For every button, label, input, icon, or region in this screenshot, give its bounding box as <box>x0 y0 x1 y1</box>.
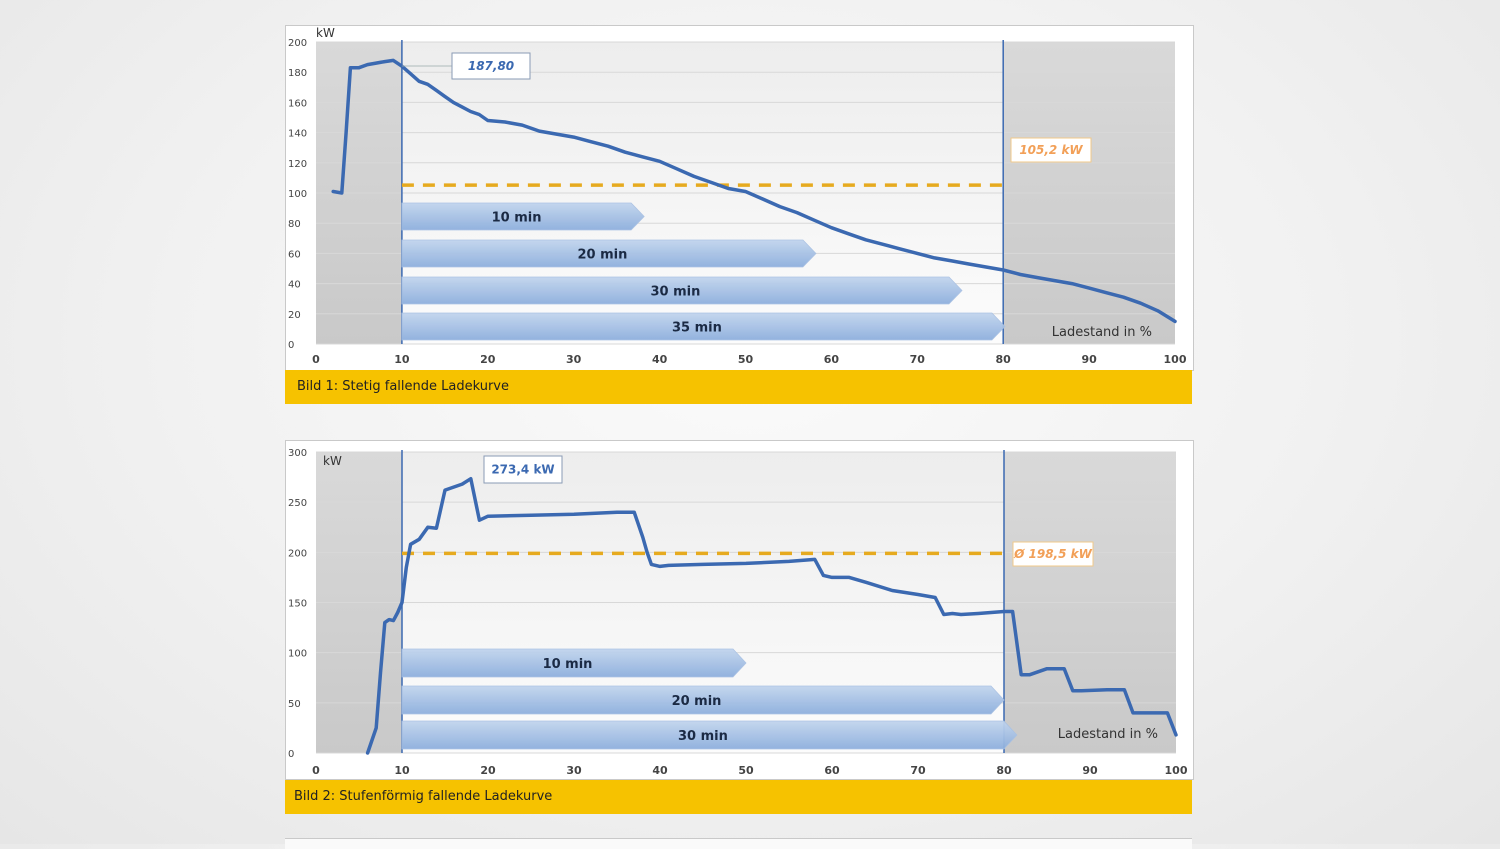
x-tick-label: 10 <box>394 353 410 366</box>
y-tick-label: 100 <box>288 189 307 200</box>
charging-curve <box>331 58 1177 324</box>
x-tick-label: 90 <box>1082 764 1098 777</box>
duration-arrow-label: 10 min <box>492 211 542 226</box>
y-tick-label: 150 <box>288 599 307 610</box>
duration-arrow <box>401 648 747 678</box>
x-tick-label: 40 <box>652 764 668 777</box>
duration-arrow <box>401 239 817 268</box>
x-tick-label: 60 <box>824 353 840 366</box>
y-axis-label: kW <box>316 26 335 40</box>
y-tick-label: 60 <box>288 249 301 260</box>
peak-label: 187,80 <box>468 59 514 73</box>
average-label-box <box>1010 137 1092 163</box>
charging-curve <box>365 476 1178 755</box>
average-label-box <box>1012 541 1094 567</box>
y-axis-label: kW <box>323 454 342 468</box>
duration-arrow-label: 30 min <box>650 285 700 300</box>
charging-curve-chart-2: 0 50 100 150 200 250 300 0 10 20 30 40 50 60 70 80 90 100… <box>288 448 1188 777</box>
x-tick-label: 30 <box>566 764 582 777</box>
y-tick-label: 120 <box>288 159 307 170</box>
x-tick-label: 100 <box>1164 353 1187 366</box>
duration-arrow-label: 30 min <box>678 729 728 744</box>
duration-arrow <box>401 720 1018 750</box>
peak-label-box <box>483 455 563 484</box>
charging-curve-chart-1: 0 20 40 60 80 100 120 140 160 180 200 0 10 20 30 40 50 60… <box>288 26 1187 366</box>
y-tick-label: 160 <box>288 98 307 109</box>
x-tick-label: 20 <box>480 353 496 366</box>
x-tick-label: 50 <box>738 764 754 777</box>
y-tick-label: 200 <box>288 548 307 559</box>
x-tick-label: 0 <box>312 764 320 777</box>
y-tick-label: 50 <box>288 699 301 710</box>
y-tick-label: 250 <box>288 498 307 509</box>
duration-arrow-label: 10 min <box>543 657 593 672</box>
peak-label-box <box>451 52 531 80</box>
y-tick-label: 180 <box>288 68 307 79</box>
chart-caption-2: Bild 2: Stufenförmig fallende Ladekurve <box>285 780 1192 814</box>
x-tick-label: 100 <box>1165 764 1188 777</box>
y-tick-label: 80 <box>288 219 301 230</box>
x-axis-label: Ladestand in % <box>1052 325 1152 340</box>
x-tick-label: 10 <box>394 764 410 777</box>
x-tick-label: 70 <box>910 764 926 777</box>
y-tick-label: 40 <box>288 280 301 291</box>
x-tick-label: 60 <box>824 764 840 777</box>
x-tick-label: 20 <box>480 764 496 777</box>
duration-arrow <box>401 276 963 305</box>
x-axis-label: Ladestand in % <box>1058 727 1158 742</box>
x-tick-label: 80 <box>996 764 1012 777</box>
duration-arrow-label: 20 min <box>577 248 627 263</box>
x-tick-label: 80 <box>996 353 1012 366</box>
duration-arrow <box>401 312 1006 341</box>
duration-arrow-label: 20 min <box>672 694 722 709</box>
y-tick-label: 200 <box>288 38 307 49</box>
y-tick-label: 0 <box>288 749 294 760</box>
chart-caption-1: Bild 1: Stetig fallende Ladekurve <box>285 370 1192 404</box>
y-tick-label: 20 <box>288 310 301 321</box>
duration-arrow <box>401 202 645 231</box>
average-label: Ø 198,5 kW <box>1013 547 1092 561</box>
average-label: 105,2 kW <box>1019 143 1083 157</box>
chart-panel-2: 0 50 100 150 200 250 300 0 10 20 30 40 50 60 70 80 90 100… <box>285 440 1194 780</box>
duration-arrow-label: 35 min <box>672 321 722 336</box>
x-tick-label: 40 <box>652 353 668 366</box>
x-tick-label: 50 <box>738 353 754 366</box>
y-tick-label: 100 <box>288 649 307 660</box>
x-tick-label: 70 <box>910 353 926 366</box>
x-tick-label: 30 <box>566 353 582 366</box>
peak-label: 273,4 kW <box>491 463 554 477</box>
x-tick-label: 90 <box>1081 353 1097 366</box>
x-tick-label: 0 <box>312 353 320 366</box>
chart-panel-1: 0 20 40 60 80 100 120 140 160 180 200 0 10 20 30 40 50 60… <box>285 25 1194 371</box>
y-tick-label: 0 <box>288 340 294 351</box>
y-tick-label: 140 <box>288 129 307 140</box>
duration-arrow <box>401 685 1005 715</box>
y-tick-label: 300 <box>288 448 307 459</box>
